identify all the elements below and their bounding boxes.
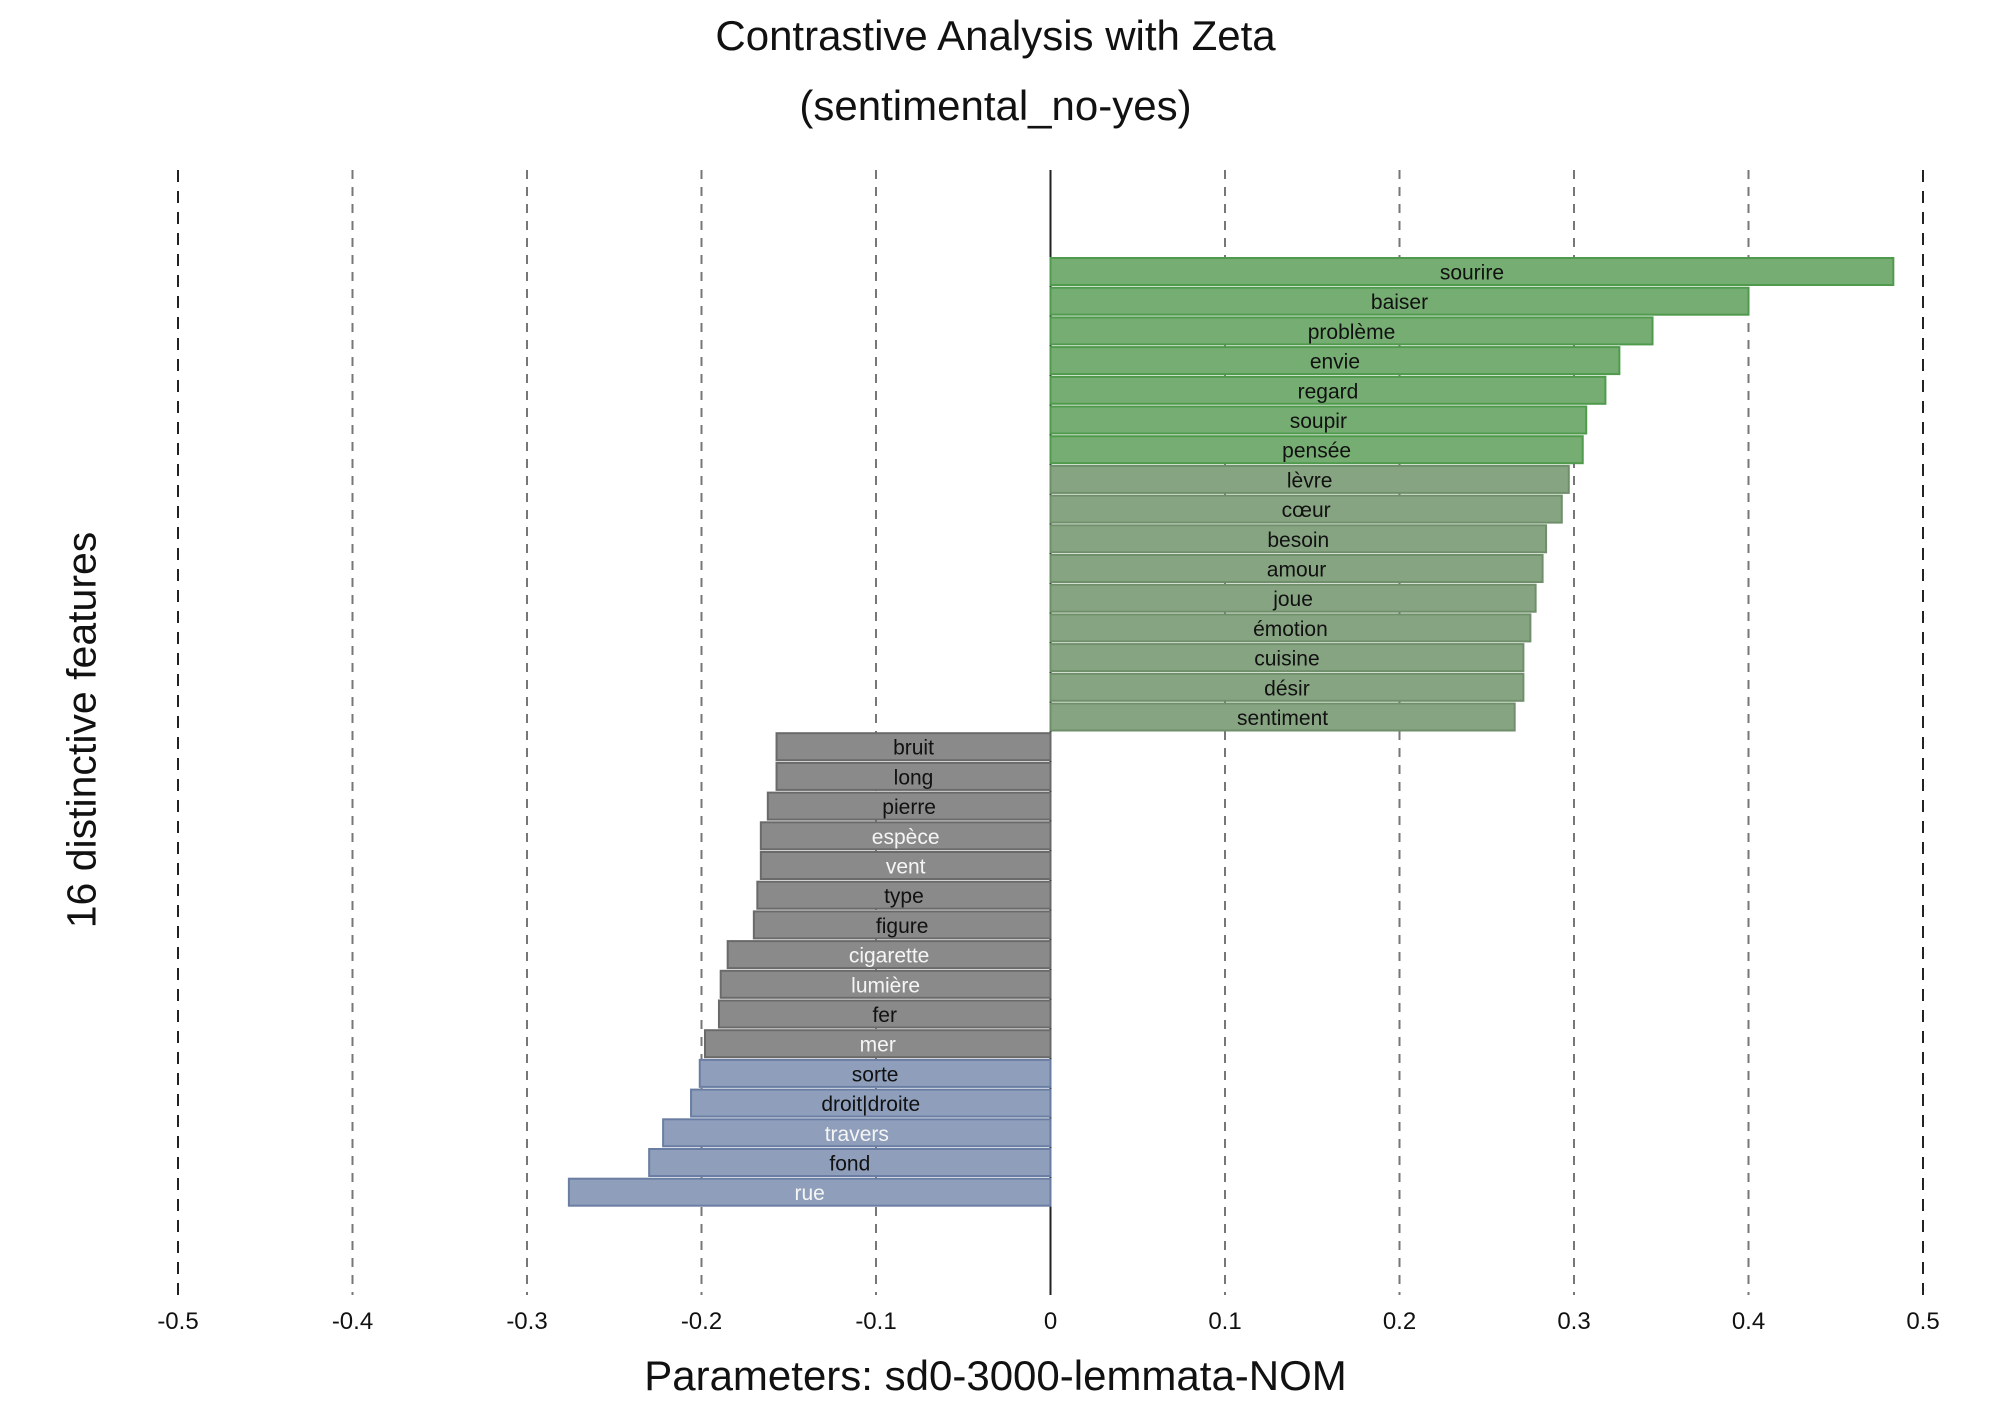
bar-label: soupir — [1290, 410, 1347, 433]
bar — [1049, 524, 1548, 554]
bar — [756, 880, 1052, 910]
bar-label: baiser — [1371, 291, 1428, 314]
bar-label: bruit — [893, 737, 934, 760]
bar-label: envie — [1310, 351, 1360, 374]
bar-label: sentiment — [1237, 707, 1328, 730]
bar — [1049, 257, 1895, 286]
bar-label: regard — [1298, 380, 1359, 403]
bar-label: droit|droite — [821, 1093, 920, 1116]
x-tick-label: 0.3 — [1557, 1308, 1590, 1335]
bar-label: travers — [825, 1123, 889, 1146]
x-tick-label: 0.2 — [1383, 1308, 1416, 1335]
bar — [775, 732, 1052, 762]
bar — [752, 910, 1052, 940]
bar — [717, 999, 1052, 1029]
bar-label: rue — [795, 1182, 825, 1205]
x-tick-label: 0.4 — [1732, 1308, 1765, 1335]
x-tick-label: -0.3 — [506, 1308, 547, 1335]
bar-label: sorte — [852, 1063, 899, 1086]
bar-label: mer — [860, 1034, 896, 1057]
bar — [1049, 286, 1750, 316]
bar — [1049, 702, 1516, 732]
bar — [703, 1029, 1052, 1059]
bar — [1049, 316, 1654, 346]
x-tick-label: -0.4 — [332, 1308, 373, 1335]
bar — [759, 821, 1052, 851]
x-tick-label: -0.5 — [157, 1308, 198, 1335]
bar — [1049, 494, 1563, 524]
x-tick-label: 0.1 — [1208, 1308, 1241, 1335]
bar — [1049, 613, 1532, 643]
bar-label: long — [894, 766, 934, 789]
bar — [726, 940, 1052, 970]
bar — [690, 1088, 1052, 1118]
bar — [1049, 554, 1544, 583]
x-tick-label: -0.1 — [855, 1308, 896, 1335]
bar-label: lumière — [851, 974, 920, 997]
bar-label: émotion — [1253, 618, 1328, 641]
bar — [1049, 405, 1588, 435]
bar — [1049, 672, 1525, 702]
bar — [1049, 643, 1525, 673]
bar-label: cigarette — [849, 945, 930, 968]
x-tick-label: -0.2 — [681, 1308, 722, 1335]
bar-label: besoin — [1267, 529, 1329, 552]
bar-label: pierre — [882, 796, 936, 819]
bar-label: amour — [1267, 559, 1327, 582]
bar-label: espèce — [872, 826, 940, 849]
bar — [759, 851, 1052, 880]
bar — [648, 1148, 1052, 1177]
bar-label: joue — [1272, 588, 1313, 611]
x-tick-label: 0 — [1044, 1308, 1057, 1335]
bar-label: cuisine — [1254, 648, 1319, 671]
bar — [698, 1058, 1052, 1088]
bar-label: problème — [1308, 321, 1396, 344]
bar-label: désir — [1264, 677, 1310, 700]
bar-label: lèvre — [1287, 469, 1333, 492]
bar — [1049, 375, 1607, 405]
bar-label: figure — [876, 915, 929, 938]
bar — [1049, 435, 1584, 465]
bar-label: type — [884, 885, 924, 908]
chart-title: Contrastive Analysis with Zeta — [715, 12, 1276, 59]
bar — [766, 791, 1052, 821]
bar — [1049, 346, 1621, 376]
bar — [1049, 583, 1537, 613]
bar-label: cœur — [1282, 499, 1331, 522]
bar-label: pensée — [1282, 440, 1351, 463]
bar-label: fond — [829, 1153, 870, 1176]
chart-subtitle: (sentimental_no-yes) — [799, 82, 1192, 129]
bar-label: sourire — [1440, 262, 1504, 285]
bar-label: fer — [872, 1004, 897, 1027]
x-axis-label: Parameters: sd0-3000-lemmata-NOM — [644, 1352, 1347, 1399]
bar — [775, 761, 1052, 791]
bar — [1049, 464, 1570, 494]
bar — [662, 1118, 1052, 1148]
x-tick-label: 0.5 — [1906, 1308, 1939, 1335]
bar — [719, 969, 1052, 999]
bar-label: vent — [886, 856, 926, 879]
bar — [567, 1177, 1052, 1207]
